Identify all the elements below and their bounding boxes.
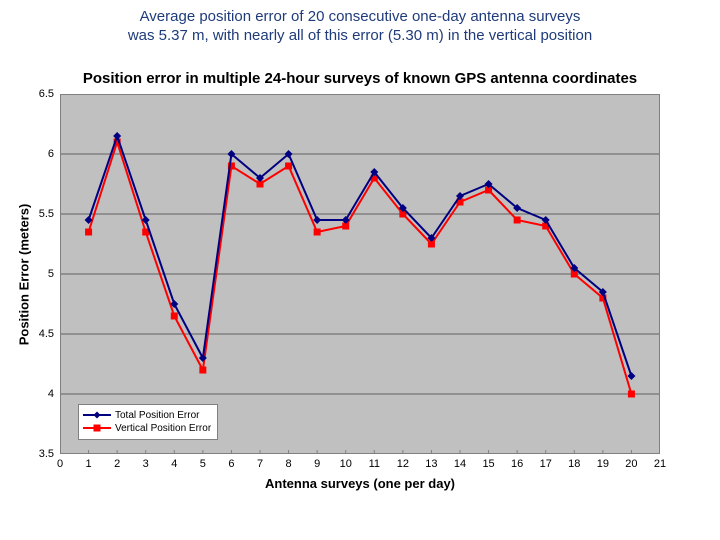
x-tick-label: 8 xyxy=(286,458,292,470)
legend-swatch xyxy=(83,423,111,433)
x-tick-label: 20 xyxy=(625,458,637,470)
x-tick-label: 11 xyxy=(369,458,380,470)
legend-swatch xyxy=(83,410,111,420)
x-tick-label: 19 xyxy=(597,458,609,470)
data-marker xyxy=(171,313,178,320)
x-tick-label: 9 xyxy=(314,458,320,470)
chart-svg xyxy=(60,94,660,454)
x-tick-label: 14 xyxy=(454,458,466,470)
y-tick-label: 6 xyxy=(48,148,54,160)
legend: Total Position ErrorVertical Position Er… xyxy=(78,404,218,440)
caption-line-2: was 5.37 m, with nearly all of this erro… xyxy=(128,27,592,44)
legend-label: Total Position Error xyxy=(115,409,199,422)
chart-title: Position error in multiple 24-hour surve… xyxy=(60,70,660,88)
y-tick-label: 5.5 xyxy=(39,208,54,220)
y-axis-label: Position Error (meters) xyxy=(17,203,32,345)
x-tick-label: 16 xyxy=(511,458,523,470)
data-marker xyxy=(94,425,101,432)
data-marker xyxy=(514,217,521,224)
x-tick-label: 3 xyxy=(143,458,149,470)
y-axis-label-container: Position Error (meters) xyxy=(14,94,34,454)
y-tick-label: 4 xyxy=(48,388,54,400)
y-tick-label: 3.5 xyxy=(39,448,54,460)
y-tick-label: 5 xyxy=(48,268,54,280)
x-tick-label: 7 xyxy=(257,458,263,470)
legend-item: Total Position Error xyxy=(83,409,211,422)
x-tick-label: 0 xyxy=(57,458,63,470)
slide-caption: Average position error of 20 consecutive… xyxy=(0,8,720,46)
data-marker xyxy=(285,163,292,170)
data-marker xyxy=(85,229,92,236)
data-marker xyxy=(199,367,206,374)
data-marker xyxy=(628,391,635,398)
x-tick-label: 13 xyxy=(425,458,437,470)
data-marker xyxy=(314,229,321,236)
x-tick-label: 18 xyxy=(568,458,580,470)
y-tick-label: 4.5 xyxy=(39,328,54,340)
plot-area: Position Error (meters) 3.544.555.566.50… xyxy=(60,94,660,454)
caption-line-1: Average position error of 20 consecutive… xyxy=(140,8,581,25)
page: Average position error of 20 consecutive… xyxy=(0,0,720,540)
x-tick-label: 1 xyxy=(86,458,92,470)
x-tick-label: 5 xyxy=(200,458,206,470)
x-tick-label: 17 xyxy=(540,458,552,470)
x-tick-label: 4 xyxy=(171,458,177,470)
x-axis-label: Antenna surveys (one per day) xyxy=(60,476,660,491)
x-tick-label: 12 xyxy=(397,458,409,470)
x-tick-label: 21 xyxy=(654,458,666,470)
legend-item: Vertical Position Error xyxy=(83,422,211,435)
legend-label: Vertical Position Error xyxy=(115,422,211,435)
x-tick-label: 2 xyxy=(114,458,120,470)
x-tick-label: 15 xyxy=(482,458,494,470)
data-marker xyxy=(94,412,101,419)
x-tick-label: 6 xyxy=(228,458,234,470)
x-tick-label: 10 xyxy=(340,458,352,470)
y-tick-label: 6.5 xyxy=(39,88,54,100)
chart-container: Position error in multiple 24-hour surve… xyxy=(60,70,660,510)
